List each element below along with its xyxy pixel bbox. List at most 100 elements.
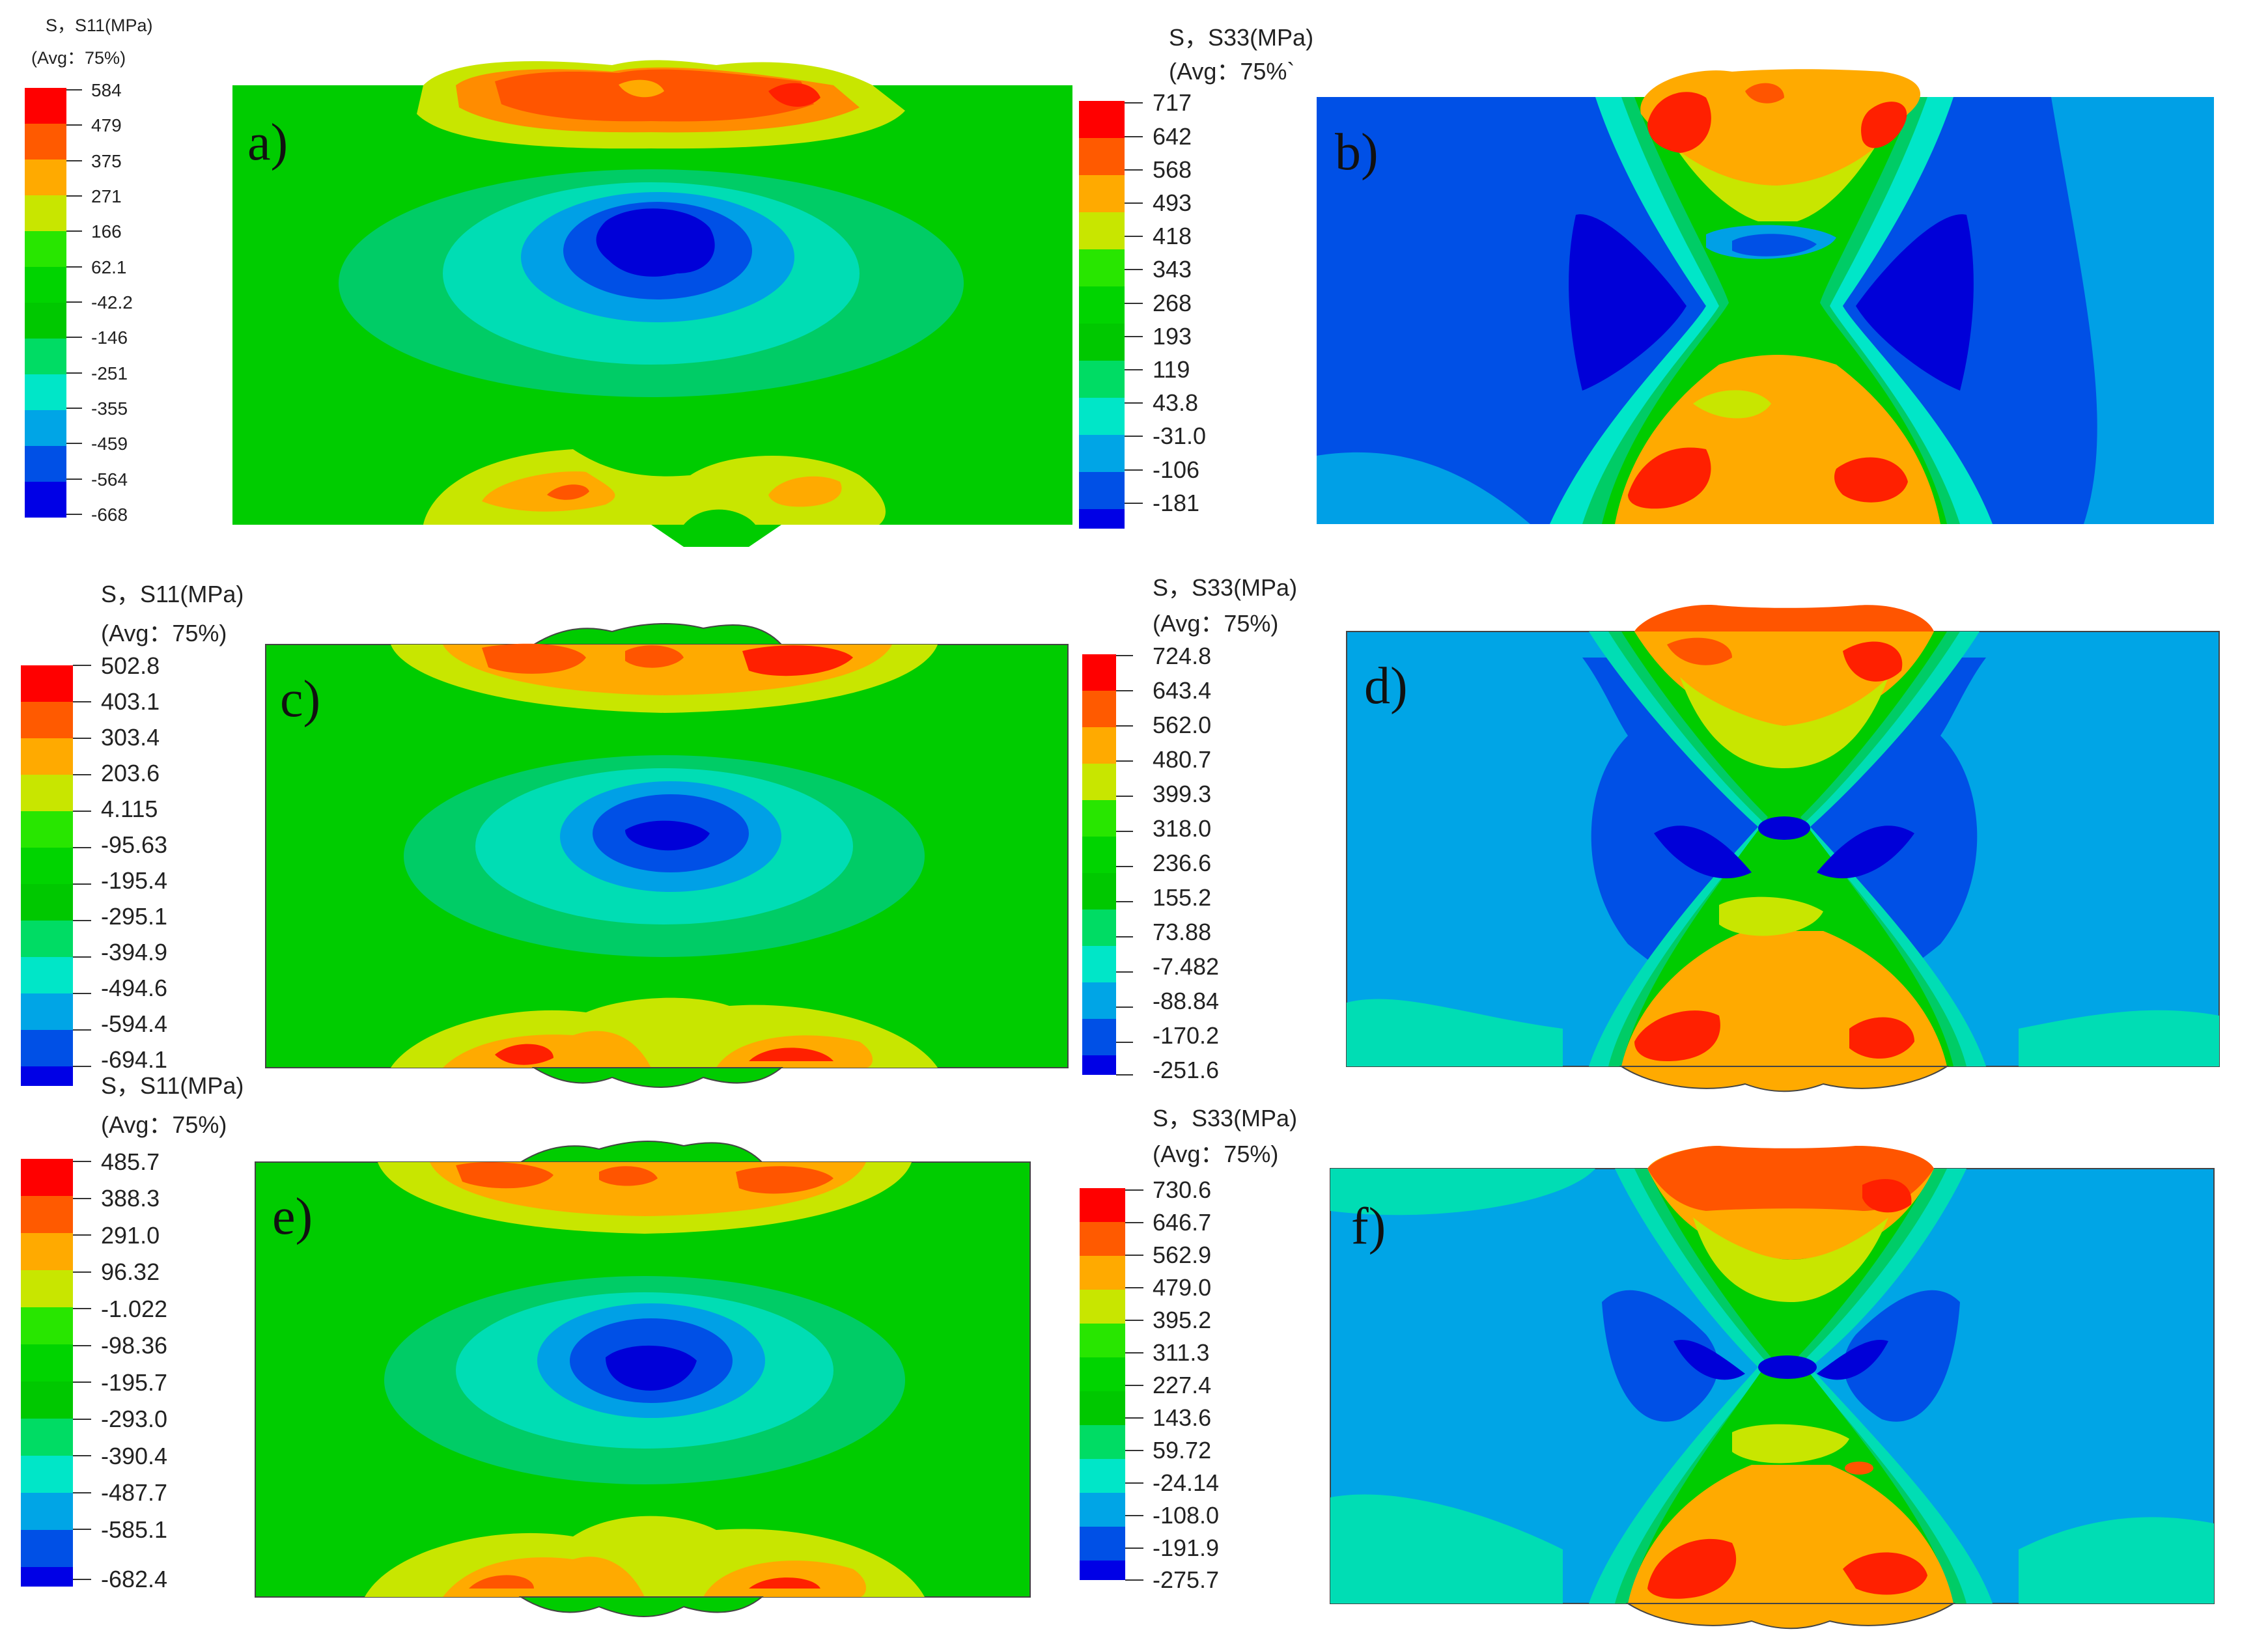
legend-c-value: -594.4 (101, 1010, 167, 1037)
legend-f-value: -191.9 (1153, 1534, 1219, 1561)
legend-a-swatch (25, 410, 66, 446)
legend-d-value: 318.0 (1153, 815, 1211, 842)
legend-f-value: -24.14 (1153, 1469, 1219, 1496)
legend-d-value: 643.4 (1153, 677, 1211, 704)
legend-a-swatch (25, 267, 66, 303)
legend-e-value: 388.3 (101, 1185, 160, 1212)
legend-c-value: 203.6 (101, 760, 160, 786)
legend-b-value: 568 (1153, 156, 1192, 183)
legend-e-colorbar (21, 1159, 73, 1587)
legend-b-labels: 717 642 568 493 418 343 268 193 119 43.8… (1153, 89, 1206, 516)
contour-panel-d: d) (1346, 605, 2220, 1092)
legend-d-value: -88.84 (1153, 988, 1219, 1014)
legend-b-value: -181 (1153, 490, 1199, 516)
legend-a-value: -42.2 (91, 292, 133, 312)
legend-c-value: 303.4 (101, 724, 160, 751)
legend-e-value: -682.4 (101, 1566, 167, 1592)
legend-c: S，S11(MPa) (Avg：75%) 502.8 403.1 (21, 581, 244, 1086)
legend-a-value: 375 (91, 151, 122, 171)
legend-a-value: -146 (91, 327, 128, 348)
legend-e-value: -195.7 (101, 1369, 167, 1396)
legend-a-ticks (66, 89, 82, 515)
legend-a-colorbar (25, 88, 66, 518)
legend-c-value: -95.63 (101, 831, 167, 858)
legend-e-value: 96.32 (101, 1258, 160, 1285)
legend-e-value: -98.36 (101, 1332, 167, 1359)
legend-c-avg: (Avg：75%) (101, 620, 227, 646)
legend-c-labels: 502.8 403.1 303.4 203.6 4.115 -95.63 -19… (101, 652, 167, 1073)
legend-f-value: 395.2 (1153, 1307, 1211, 1333)
legend-b-avg: (Avg：75%` (1169, 58, 1295, 85)
legend-d-colorbar (1082, 654, 1116, 1075)
legend-f-value: -108.0 (1153, 1502, 1219, 1529)
legend-d-value: 236.6 (1153, 850, 1211, 876)
legend-f-ticks (1125, 1189, 1143, 1581)
panel-c-label: c) (280, 671, 320, 728)
legend-a-labels: 584 479 375 271 166 62.1 -42.2 -146 -251… (91, 80, 133, 525)
legend-e-value: 485.7 (101, 1148, 160, 1175)
legend-a-swatch (25, 482, 66, 518)
legend-e-value: -585.1 (101, 1516, 167, 1543)
contour-panel-f: f) (1330, 1146, 2215, 1630)
legend-e-title: S，S11(MPa) (101, 1072, 244, 1099)
legend-b-value: -31.0 (1153, 423, 1206, 449)
legend-f-avg: (Avg：75%) (1153, 1141, 1278, 1167)
legend-b-value: 193 (1153, 323, 1192, 350)
contour-panel-c: c) (265, 623, 1069, 1088)
legend-b-colorbar (1079, 101, 1125, 529)
legend-c-value: 502.8 (101, 652, 160, 679)
legend-e: S，S11(MPa) (Avg：75%) 485.7 388.3 (21, 1072, 244, 1592)
legend-e-value: -293.0 (101, 1406, 167, 1432)
legend-f-value: 311.3 (1153, 1339, 1209, 1366)
legend-a-swatch (25, 160, 66, 195)
legend-c-value: 403.1 (101, 688, 160, 715)
legend-d-value: 155.2 (1153, 884, 1211, 911)
legend-d-value: 724.8 (1153, 643, 1211, 669)
legend-d-value: -251.6 (1153, 1057, 1219, 1083)
contour-panel-a: a) (232, 60, 1072, 547)
legend-a-value: -459 (91, 434, 128, 454)
panel-b-label: b) (1335, 124, 1379, 181)
legend-e-value: 291.0 (101, 1222, 160, 1249)
legend-c-title: S，S11(MPa) (101, 581, 244, 607)
legend-f: S，S33(MPa) (Avg：75%) 730.6 (1080, 1105, 1297, 1593)
legend-c-value: -195.4 (101, 867, 167, 894)
legend-d-labels: 724.8 643.4 562.0 480.7 399.3 318.0 236.… (1153, 643, 1219, 1083)
legend-c-value: -494.6 (101, 975, 167, 1001)
legend-f-title: S，S33(MPa) (1153, 1105, 1297, 1131)
legend-a-value: 584 (91, 80, 122, 100)
legend-d-value: 480.7 (1153, 746, 1211, 773)
legend-d-value: 562.0 (1153, 712, 1211, 738)
legend-b-value: 642 (1153, 123, 1192, 150)
legend-b-title: S，S33(MPa) (1169, 24, 1313, 51)
legend-a-value: -251 (91, 363, 128, 383)
legend-a-value: 479 (91, 115, 122, 135)
legend-b-value: -106 (1153, 456, 1199, 483)
legend-a-swatch (25, 231, 66, 267)
legend-c-value: -694.1 (101, 1046, 167, 1073)
legend-e-ticks (73, 1161, 91, 1580)
legend-a-title: S，S11(MPa) (46, 16, 153, 35)
panel-e-label: e) (272, 1188, 313, 1245)
legend-b-value: 119 (1153, 356, 1190, 383)
legend-a-swatch (25, 124, 66, 160)
legend-d-title: S，S33(MPa) (1153, 574, 1297, 601)
legend-a-swatch (25, 303, 66, 339)
legend-c-value: -394.9 (101, 939, 167, 965)
panel-d-label: d) (1364, 658, 1408, 715)
legend-c-value: 4.115 (101, 796, 158, 822)
legend-c-colorbar (21, 665, 73, 1086)
legend-d-ticks (1116, 655, 1133, 1076)
legend-b: S，S33(MPa) (Avg：75%` 717 6 (1079, 24, 1313, 529)
legend-a-swatch (25, 446, 66, 482)
legend-f-value: 730.6 (1153, 1176, 1211, 1203)
legend-b-value: 418 (1153, 223, 1192, 249)
panel-f-label: f) (1351, 1198, 1386, 1255)
contour-panel-b: b) (1317, 69, 2214, 524)
legend-f-value: 143.6 (1153, 1404, 1211, 1431)
legend-d-value: -170.2 (1153, 1022, 1219, 1049)
legend-a-value: 271 (91, 186, 122, 206)
legend-f-value: 479.0 (1153, 1274, 1211, 1301)
legend-f-value: 646.7 (1153, 1209, 1211, 1236)
